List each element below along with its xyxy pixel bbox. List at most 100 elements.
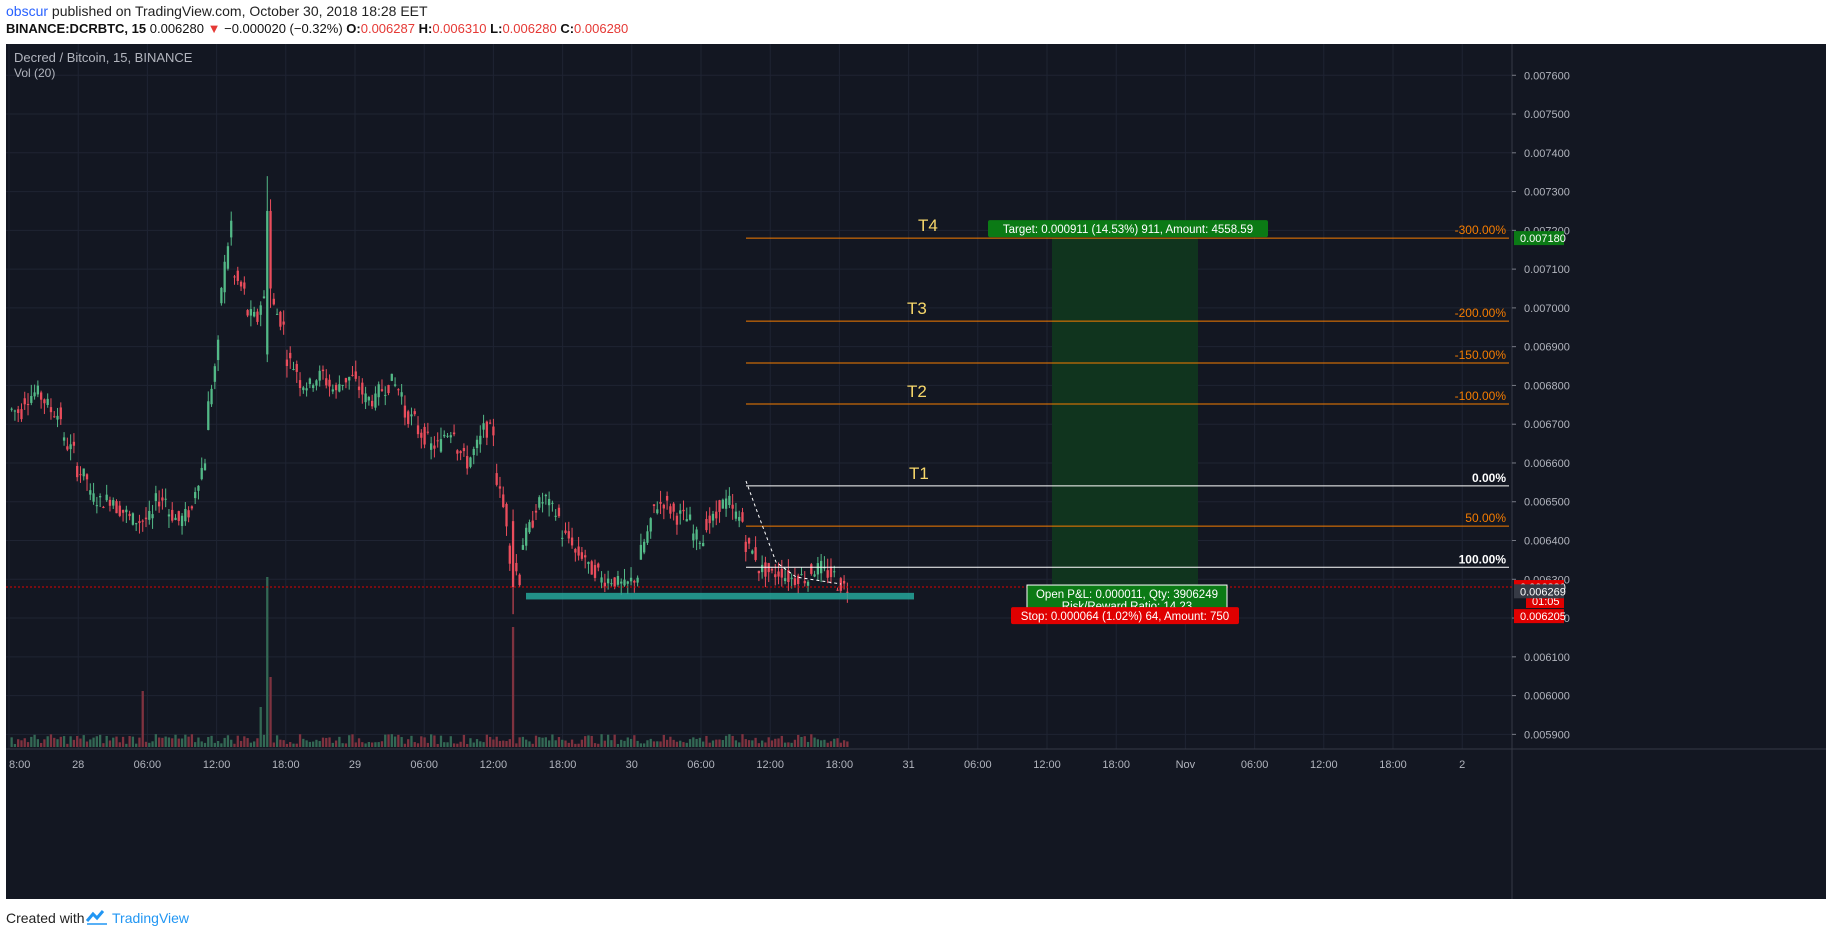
volume-bar [43,739,46,747]
fib-target-tag: T2 [907,382,927,401]
volume-bar [410,735,413,747]
volume-bar [82,735,85,747]
candle-body [295,364,298,372]
chart-canvas[interactable]: 0.0076000.0075000.0074000.0073000.007200… [6,44,1826,899]
stop-label-box[interactable] [1011,607,1239,625]
target-label-box[interactable] [988,220,1268,238]
volume-bar [272,742,275,747]
candle-body [95,505,98,507]
candle-body [675,515,679,525]
volume-bar [793,739,797,747]
candle-body [708,515,711,524]
volume-bar [321,737,325,747]
candle-body [436,440,439,442]
volume-bar [23,738,26,747]
volume-bar [597,743,600,747]
volume-bar [89,739,92,747]
candle-body [649,518,652,532]
volume-bar [819,740,823,747]
volume-bar [593,743,597,747]
author-link[interactable]: obscur [6,3,49,19]
volume-bar [584,736,587,747]
candle-body [253,311,256,317]
candle-body [354,371,357,379]
candle-body [364,393,367,403]
candle-body [665,495,669,501]
candle-body [315,380,318,386]
volume-bar [148,742,151,747]
volume-bar [787,742,790,747]
candle-body [672,503,675,512]
volume-bar [643,743,646,747]
tradingview-link[interactable]: TradingView [112,910,190,926]
candle-body [125,509,128,513]
candle-body [593,565,597,578]
candle-body [39,392,43,400]
y-tick-label: 0.007300 [1524,187,1570,199]
candle-body [305,388,308,391]
y-tick-label: 0.006500 [1524,497,1570,509]
candle-body [656,509,659,514]
fib-target-tag: T4 [918,216,938,235]
volume-bar [13,743,17,747]
volume-bar [705,735,708,747]
x-tick-label: 18:00 [826,759,854,771]
candle-body [692,533,695,541]
candle-body [439,439,443,452]
volume-bar [665,739,669,747]
volume-bar [557,737,561,747]
candle-body [472,448,475,456]
candle-body [131,513,135,525]
volume-bar [331,742,334,747]
candle-body [331,389,334,392]
candle-body [482,423,485,430]
x-tick-label: 18:00 [1102,759,1130,771]
volume-bar [842,740,846,747]
candle-body [521,545,525,550]
volume-bar [731,735,734,747]
candle-body [462,448,466,452]
candle-body [318,370,321,381]
volume-bar [675,741,679,747]
volume-bar [380,741,384,747]
candle-body [747,538,751,544]
y-tick-label: 0.007000 [1524,303,1570,315]
candle-body [262,296,266,299]
volume-bar [610,740,613,747]
volume-bar [308,741,312,747]
created-with-label: Created with [6,910,85,926]
candle-body [135,523,138,525]
volume-bar [253,741,256,747]
candle-body [564,530,567,533]
volume-bar [711,740,715,747]
volume-bar [498,740,502,747]
volume-bar [554,740,557,747]
volume-bar [239,740,243,747]
candle-body [17,409,20,413]
volume-bar [72,739,76,747]
target-zone [1052,238,1198,588]
candle-body [557,507,561,517]
volume-bar [616,743,620,747]
candle-body [308,378,312,385]
volume-bar [164,736,167,747]
volume-bar [161,737,164,747]
candle-body [302,387,305,391]
candle-body [275,313,279,315]
volume-bar [348,735,351,747]
volume-bar [797,734,800,747]
volume-bar [744,739,747,747]
chart-area[interactable]: 0.0076000.0075000.0074000.0073000.007200… [6,44,1826,899]
candle-body [587,561,590,565]
volume-bar [679,740,682,747]
candle-body [298,380,302,389]
candle-body [479,435,482,445]
volume-bar [692,737,695,747]
pnl-label-box[interactable] [1027,585,1227,614]
candle-body [659,501,662,504]
volume-bar [108,740,112,747]
fib-level-label: -150.00% [1455,348,1507,362]
volume-bar [561,739,564,747]
volume-bar [370,742,374,747]
candle-body [616,576,620,585]
